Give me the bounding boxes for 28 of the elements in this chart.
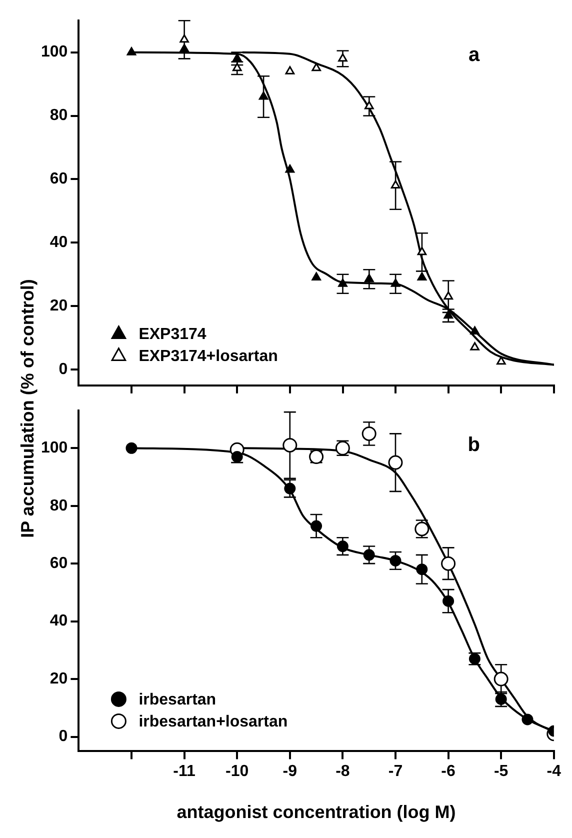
y-tick-label: 60: [50, 170, 68, 188]
y-tick-label: 20: [50, 298, 68, 314]
x-tick-label: -7: [388, 763, 403, 780]
x-tick-label: -5: [494, 763, 508, 780]
legend-label: EXP3174: [138, 326, 206, 343]
legend-label: irbesartan: [138, 692, 216, 709]
y-tick-label: 100: [40, 440, 68, 457]
annotation: a: [468, 44, 480, 66]
x-tick-label: -10: [226, 763, 249, 780]
y-tick-label: 0: [58, 360, 68, 378]
y-tick-label: 40: [50, 612, 68, 630]
y-tick-label: 20: [50, 670, 68, 688]
y-tick-label: 80: [50, 497, 68, 514]
legend-label: EXP3174+losartan: [138, 348, 278, 365]
y-axis-title: IP accumulation (% of control): [18, 278, 38, 540]
y-tick-label: 40: [50, 234, 68, 252]
x-axis-title: antagonist concentration (log M): [176, 802, 456, 822]
y-tick-label: 0: [58, 728, 68, 746]
x-tick-label: -4: [546, 763, 562, 780]
x-tick-label: -6: [441, 763, 456, 780]
y-tick-label: 100: [40, 44, 68, 61]
y-tick-label: 60: [50, 554, 68, 572]
annotation: b: [468, 434, 480, 456]
legend-label: irbesartan+losartan: [138, 714, 288, 731]
x-tick-label: -11: [173, 763, 196, 780]
y-tick-label: 80: [50, 107, 68, 124]
x-tick-label: -9: [282, 763, 298, 780]
x-tick-label: -8: [336, 763, 350, 780]
